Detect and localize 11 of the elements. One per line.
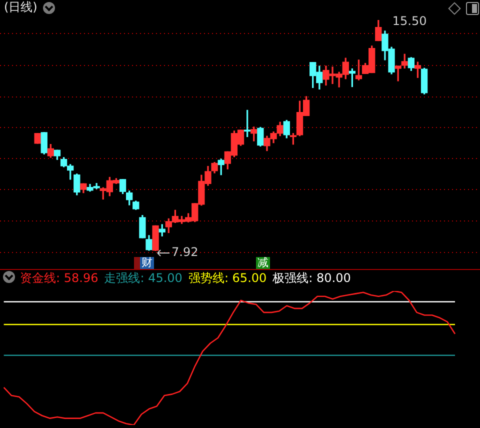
annotation: 7.92 <box>172 245 198 260</box>
candlestick <box>152 225 159 251</box>
text: 强势线: 65.00 <box>188 271 267 285</box>
text: 减 <box>256 256 270 269</box>
chart-title: (日线) <box>4 0 38 14</box>
text: 极强线: 80.00 <box>272 271 351 285</box>
text: 走强线: 45.00 <box>104 271 182 285</box>
text: 财 <box>140 256 154 269</box>
candlestick <box>34 133 41 144</box>
text: 资金线: 58.96 <box>20 271 98 285</box>
annotation: 15.50 <box>392 14 427 28</box>
